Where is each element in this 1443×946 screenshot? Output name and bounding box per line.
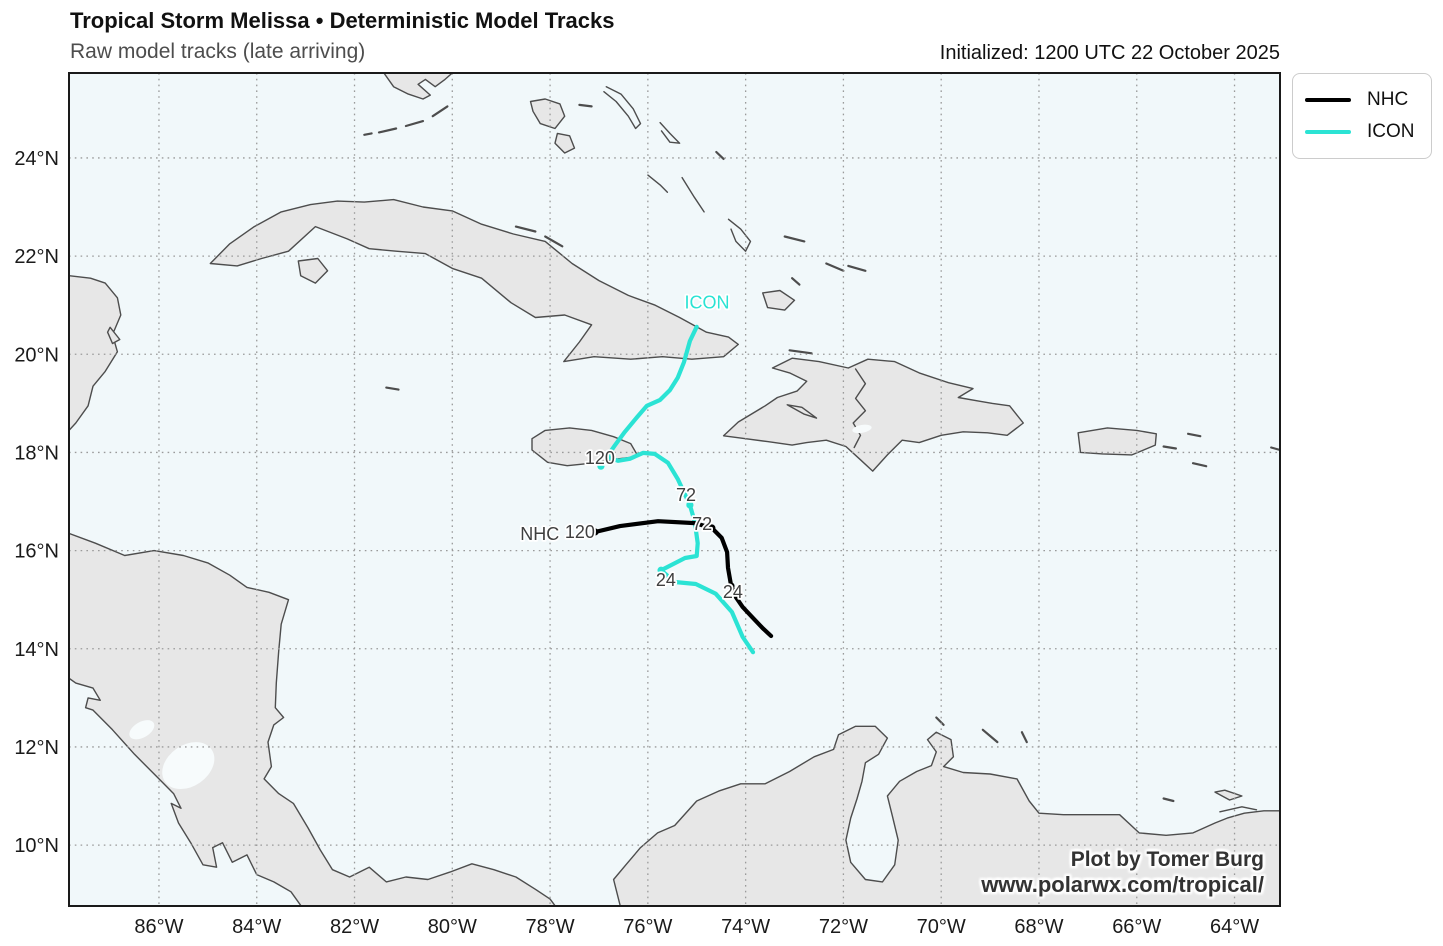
land-caicos-east [847, 264, 867, 272]
icon-hour-label-72: 72 [676, 485, 696, 505]
land-exuma [647, 174, 669, 193]
x-tick-label: 72°W [819, 916, 868, 938]
legend-label-nhc: NHC [1367, 89, 1409, 110]
land-central-america [69, 532, 557, 906]
page-title: Tropical Storm Melissa • Deterministic M… [70, 8, 615, 33]
x-tick-label: 64°W [1210, 916, 1259, 938]
land-mayaguana [783, 235, 806, 243]
nhc-hour-label-24: 24 [723, 582, 743, 602]
x-tick-label: 78°W [526, 916, 575, 938]
y-tick-label: 20°N [14, 344, 59, 366]
lake-enriquillo [852, 424, 872, 434]
land-araya [1219, 806, 1258, 813]
land-san-salvador [715, 150, 725, 160]
x-tick-label: 74°W [721, 916, 770, 938]
y-tick-label: 24°N [14, 148, 59, 170]
y-tick-label: 12°N [14, 737, 59, 759]
lake-managua [129, 720, 155, 740]
lake-nicaragua [162, 742, 215, 790]
land-gonave [786, 404, 818, 419]
land-grand-cayman [385, 386, 400, 391]
x-tick-label: 70°W [917, 916, 966, 938]
y-tick-label: 18°N [14, 442, 59, 464]
land-st-croix [1191, 462, 1208, 468]
icon-hour-label-120: 120 [585, 448, 615, 468]
land-tortuga-haiti [788, 349, 813, 355]
initialization-time: Initialized: 1200 UTC 22 October 2025 [939, 42, 1280, 64]
page-subtitle: Raw model tracks (late arriving) [70, 40, 366, 63]
land-puerto-rico [1077, 427, 1157, 456]
nhc-hour-24-marker [727, 582, 735, 590]
land-hispaniola-border [852, 368, 867, 449]
land-eleuthera [603, 86, 642, 130]
y-tick-label: 22°N [14, 246, 59, 268]
land-cayos-cuba-2 [544, 235, 564, 248]
land-little-inagua [825, 262, 845, 272]
land-cat-island [659, 121, 681, 144]
y-tick-label: 10°N [14, 835, 59, 857]
land-florida-keys-2 [404, 120, 425, 128]
land-virgin-islands [1187, 432, 1202, 438]
land-turks [791, 277, 801, 286]
land-andros-north [529, 98, 566, 130]
land-yucatan [69, 275, 122, 432]
x-tick-label: 82°W [330, 916, 379, 938]
land-cayos-cuba-1 [514, 225, 537, 233]
icon-line-swatch [1305, 130, 1351, 134]
attribution-author: Plot by Tomer Burg [1070, 847, 1264, 871]
land-curacao [981, 728, 999, 744]
icon-hour-72-marker [686, 501, 694, 509]
land-isla-juventud [297, 257, 329, 284]
nhc-hour-label-120: 120 [565, 522, 595, 542]
land-crooked-acklins [727, 218, 752, 252]
land-andros-south [554, 132, 576, 154]
land-florida-keys-1 [431, 105, 449, 118]
icon-name-label: ICON [685, 293, 730, 313]
land-vieques [1162, 445, 1177, 450]
icon-hour-24-marker [657, 566, 665, 574]
land-cuba [209, 198, 739, 363]
nhc-hour-72-marker [708, 524, 716, 532]
x-tick-label: 84°W [232, 916, 281, 938]
land-bonaire [1020, 731, 1028, 744]
land-la-tortuga [1162, 797, 1175, 803]
y-tick-label: 16°N [14, 541, 59, 563]
land-cozumel [106, 326, 121, 345]
nhc-hour-120-marker [591, 528, 599, 536]
legend-label-icon: ICON [1367, 121, 1415, 142]
land-st-martin [1270, 446, 1280, 452]
icon-hour-label-24: 24 [656, 570, 676, 590]
land-south-america [612, 725, 1280, 906]
land-florida [383, 73, 453, 100]
plot-border [68, 72, 1281, 907]
nhc-line-swatch [1305, 98, 1351, 102]
land-long-island [681, 176, 705, 213]
land-florida-keys-3 [377, 127, 398, 134]
legend: NHC ICON [1292, 73, 1432, 159]
legend-item-icon: ICON [1293, 116, 1431, 148]
land-great-inagua [762, 289, 796, 311]
legend-item-nhc: NHC [1293, 84, 1431, 116]
x-tick-label: 80°W [428, 916, 477, 938]
nhc-track [593, 519, 774, 639]
icon-hour-120-marker [597, 462, 605, 470]
nhc-hour-label-72: 72 [692, 514, 712, 534]
land-hispaniola [722, 357, 1024, 472]
land-margarita [1214, 789, 1243, 801]
land-florida-keys-4 [363, 132, 373, 136]
x-tick-label: 76°W [623, 916, 672, 938]
y-tick-label: 14°N [14, 639, 59, 661]
attribution-url: www.polarwx.com/tropical/ [981, 872, 1264, 898]
icon-track [604, 324, 756, 655]
x-tick-label: 86°W [134, 916, 183, 938]
x-tick-label: 66°W [1112, 916, 1161, 938]
land-aruba [935, 716, 945, 726]
x-tick-label: 68°W [1014, 916, 1063, 938]
land-new-providence [578, 103, 593, 108]
attribution: Plot by Tomer Burg www.polarwx.com/tropi… [981, 847, 1264, 899]
nhc-name-label: NHC [520, 524, 559, 544]
